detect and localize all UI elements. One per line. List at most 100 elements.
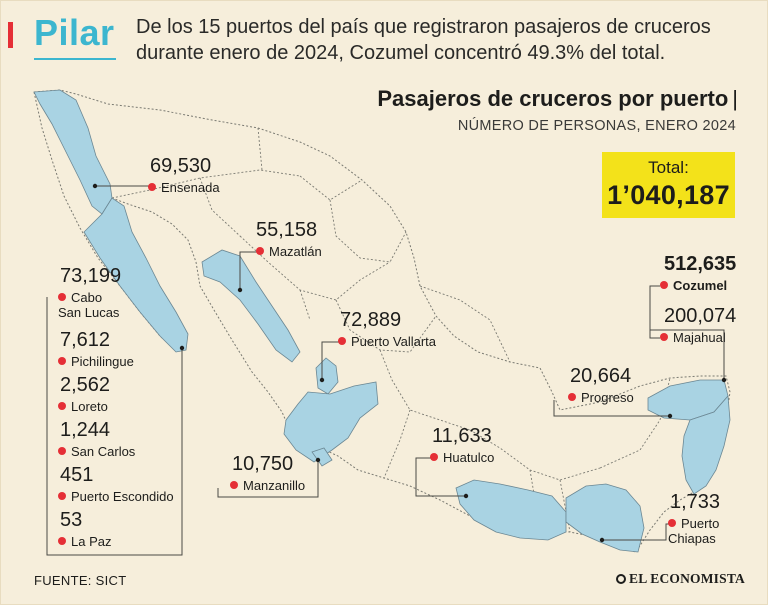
leader-quintana-roo-tick <box>649 330 660 339</box>
value-cabo-san-lucas: 73,199 <box>60 265 122 287</box>
value-ensenada: 69,530 <box>150 155 212 177</box>
state-nayarit <box>315 357 339 395</box>
publisher-mark-icon <box>616 574 626 584</box>
leader-dot-huatulco <box>463 493 469 499</box>
label-cabo-san-lucas: Cabo San Lucas <box>58 290 119 320</box>
label-loreto: Loreto <box>58 399 108 414</box>
leader-huatulco <box>415 457 466 497</box>
label-pichilingue: Pichilingue <box>58 354 134 369</box>
value-loreto: 2,562 <box>60 374 111 396</box>
brand-accent-bar <box>8 22 13 48</box>
total-value: 1’040,187 <box>607 180 730 210</box>
leader-dot-quintana-roo <box>721 377 727 383</box>
port-name: Huatulco <box>443 450 495 465</box>
port-dot <box>660 281 668 289</box>
state-baja-california-sur <box>83 197 189 353</box>
port-dot <box>148 183 156 191</box>
port-dot <box>430 453 438 461</box>
state-chiapas <box>565 483 645 553</box>
leader-dot-progreso <box>667 413 673 419</box>
chart-title-text: Pasajeros de cruceros por puerto <box>377 86 729 111</box>
port-dot <box>338 337 346 345</box>
publisher-name: EL ECONOMISTA <box>629 571 745 586</box>
leader-progreso <box>553 400 670 417</box>
port-name: Cozumel <box>673 278 728 293</box>
label-majahual: Majahual <box>660 330 726 345</box>
value-manzanillo: 10,750 <box>232 453 294 475</box>
total-box: Total: 1’040,187 <box>602 152 735 218</box>
port-dot <box>660 333 668 341</box>
state-borders <box>111 127 671 533</box>
port-name: Puerto Vallarta <box>351 334 437 349</box>
port-dot <box>256 247 264 255</box>
leader-endpoints <box>92 183 727 543</box>
port-dot <box>58 537 66 545</box>
port-name: Majahual <box>673 330 726 345</box>
label-progreso: Progreso <box>568 390 634 405</box>
state-quintana-roo <box>681 395 731 495</box>
port-name: Loreto <box>71 399 108 414</box>
brand-underline <box>34 58 116 60</box>
value-progreso: 20,664 <box>570 365 632 387</box>
value-mazatlan: 55,158 <box>256 219 318 241</box>
port-name: Pichilingue <box>71 354 134 369</box>
label-mazatlan: Mazatlán <box>256 244 322 259</box>
total-label: Total: <box>648 158 689 177</box>
label-cozumel: Cozumel <box>660 278 727 293</box>
leader-vallarta <box>321 341 343 380</box>
port-dot <box>668 519 676 527</box>
port-name: La Paz <box>71 534 112 549</box>
state-baja-california <box>33 89 113 215</box>
leader-lines <box>46 185 725 556</box>
port-name: Ensenada <box>161 180 220 195</box>
port-dot <box>58 357 66 365</box>
port-dot <box>58 293 66 301</box>
label-puerto-vallarta: Puerto Vallarta <box>338 334 436 349</box>
label-la-paz: La Paz <box>58 534 111 549</box>
port-name: Manzanillo <box>243 478 306 493</box>
state-sinaloa <box>201 249 301 363</box>
value-majahual: 200,074 <box>664 305 737 327</box>
port-name: Cabo San Lucas <box>58 290 120 320</box>
leader-dot-baja <box>179 345 185 351</box>
leader-dot-ensenada <box>92 183 98 189</box>
value-puerto-chiapas: 1,733 <box>670 491 721 513</box>
label-ensenada: Ensenada <box>148 180 220 195</box>
leader-dot-manzanillo <box>315 457 321 463</box>
port-name: San Carlos <box>71 444 136 459</box>
value-pichilingue: 7,612 <box>60 329 111 351</box>
port-name: Progreso <box>581 390 634 405</box>
leader-dot-vallarta <box>319 377 325 383</box>
source-note: FUENTE: SICT <box>34 573 127 588</box>
port-name: Puerto Escondido <box>71 489 174 504</box>
port-dot <box>58 492 66 500</box>
label-san-carlos: San Carlos <box>58 444 135 459</box>
value-puerto-escondido: 451 <box>60 464 94 486</box>
label-huatulco: Huatulco <box>430 450 494 465</box>
port-dot <box>230 481 238 489</box>
value-san-carlos: 1,244 <box>60 419 111 441</box>
brand-logo: Pilar <box>34 12 115 53</box>
port-name: Puerto Chiapas <box>668 516 720 546</box>
chart-title-bar: | <box>732 86 738 111</box>
label-manzanillo: Manzanillo <box>230 478 305 493</box>
port-name: Mazatlán <box>269 244 322 259</box>
leader-manzanillo <box>217 460 319 498</box>
publisher-logo: EL ECONOMISTA <box>616 571 745 587</box>
value-cozumel: 512,635 <box>664 253 737 275</box>
port-dot <box>568 393 576 401</box>
port-dot <box>58 447 66 455</box>
state-jalisco <box>283 381 379 463</box>
leader-baja-bracket <box>46 297 183 556</box>
leader-dot-mazatlan <box>237 287 243 293</box>
state-oaxaca <box>455 479 567 541</box>
leader-mazatlan <box>239 251 258 290</box>
chart-subtitle: NÚMERO DE PERSONAS, ENERO 2024 <box>457 118 736 134</box>
port-dot <box>58 402 66 410</box>
value-puerto-vallarta: 72,889 <box>340 309 402 331</box>
label-puerto-chiapas: Puerto Chiapas <box>668 516 719 546</box>
value-la-paz: 53 <box>60 509 83 531</box>
value-huatulco: 11,633 <box>432 425 492 447</box>
intro-text: De los 15 puertos del país que registrar… <box>136 16 711 64</box>
